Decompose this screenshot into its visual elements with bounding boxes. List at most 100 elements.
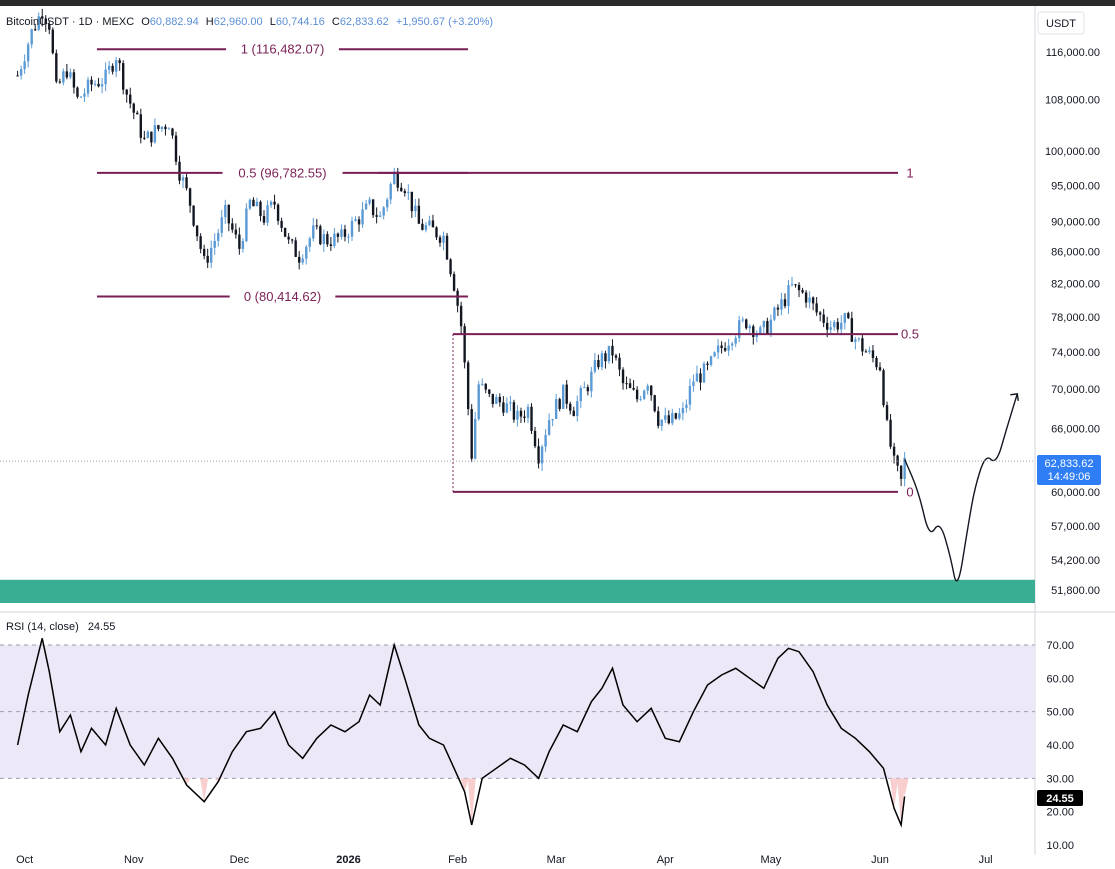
candle-body — [298, 256, 301, 263]
candle-body — [625, 383, 628, 385]
candle-body — [685, 404, 688, 408]
candle-body — [213, 240, 216, 248]
candle-body — [111, 65, 114, 72]
candle-body — [748, 326, 751, 329]
price-tick-label: 66,000.00 — [1051, 423, 1100, 435]
candle-body — [857, 338, 861, 340]
projection-path — [903, 393, 1018, 582]
candle-body — [375, 215, 378, 217]
candle-body — [632, 387, 635, 390]
candle-body — [650, 385, 653, 396]
candle-body — [523, 416, 526, 418]
candle-body — [220, 217, 223, 233]
candle-body — [579, 387, 582, 402]
candle-body — [19, 69, 23, 76]
candle-body — [695, 373, 699, 382]
candle-body — [400, 187, 403, 192]
candle-body — [350, 220, 354, 237]
candle-body — [34, 29, 37, 31]
candle-body — [706, 363, 709, 365]
candle-body — [597, 360, 600, 368]
candle-body — [854, 339, 857, 342]
price-tick-label: 108,000.00 — [1045, 95, 1100, 107]
candle-body — [586, 387, 590, 392]
rsi-legend-value: 24.55 — [88, 621, 116, 633]
candle-body — [65, 71, 69, 78]
candle-body — [294, 240, 297, 257]
fib-label: 0 (80,414.62) — [244, 289, 321, 304]
candle-body — [210, 247, 213, 263]
candle-body — [516, 410, 519, 420]
candle-body — [231, 223, 234, 230]
candle-body — [456, 290, 459, 306]
candle-body — [44, 18, 47, 25]
candle-body — [199, 236, 202, 249]
candle-body — [495, 396, 498, 404]
candle-body — [407, 191, 410, 194]
price-tick-label: 60,000.00 — [1051, 487, 1100, 499]
support-zone — [0, 579, 1035, 604]
candle-body — [822, 314, 825, 323]
candle-body — [889, 419, 892, 447]
candle-body — [449, 259, 452, 275]
candle-body — [283, 227, 287, 237]
candle-body — [583, 387, 586, 389]
price-axis[interactable]: 116,000.00 108,000.00 100,000.00 95,000.00 9… — [1045, 47, 1100, 597]
candle-body — [252, 199, 255, 207]
currency-box[interactable] — [1037, 11, 1085, 35]
candle-body — [69, 72, 72, 78]
candle-body — [396, 171, 399, 188]
candle-body — [403, 191, 406, 194]
candle-body — [37, 16, 40, 30]
rsi-label: RSI (14, close) — [6, 621, 79, 633]
candle-body — [83, 93, 86, 97]
candle-body — [386, 199, 389, 208]
candle-body — [547, 420, 551, 435]
symbol-legend[interactable]: BitcoinUSDT · 1D · MEXC O60,882.94 H62,9… — [6, 16, 493, 28]
candle-body — [660, 419, 663, 426]
time-axis[interactable]: Oct Nov Dec 2026 Feb Mar Apr May Jun Jul — [16, 854, 993, 866]
candle-body — [62, 71, 65, 83]
candle-body — [93, 83, 97, 85]
candle-body — [238, 234, 241, 249]
candle-body — [259, 201, 262, 217]
candle-body — [30, 29, 33, 45]
candle-body — [509, 402, 512, 404]
candle-body — [308, 238, 311, 247]
candle-body — [628, 383, 632, 388]
candle-body — [850, 318, 854, 342]
candle-body — [565, 384, 568, 404]
candle-body — [533, 430, 537, 447]
candle-body — [143, 137, 146, 139]
candle-body — [452, 274, 456, 291]
candle-body — [262, 216, 266, 223]
candle-body — [181, 177, 185, 181]
candle-body — [195, 225, 199, 237]
rsi-axis[interactable]: 70.00 60.00 50.00 40.00 30.00 20.00 10.00 — [1046, 640, 1074, 852]
candle-body — [759, 327, 762, 334]
symbol-name: BitcoinUSDT · 1D · MEXC — [6, 16, 134, 28]
candle-body — [864, 351, 868, 353]
candle-body — [368, 199, 371, 204]
candle-body — [502, 402, 505, 413]
svg-text:RSI (14, close) 24.55: RSI (14, close) 24.55 — [6, 621, 115, 633]
candle-body — [811, 297, 815, 304]
candle-body — [319, 226, 322, 245]
candle-body — [903, 457, 906, 479]
candle-body — [23, 61, 26, 70]
candle-body — [783, 299, 787, 307]
candle-body — [611, 345, 614, 356]
candle-body — [438, 237, 442, 243]
candle-body — [364, 203, 368, 210]
currency-label: USDT — [1046, 18, 1076, 30]
candle-body — [572, 410, 575, 417]
price-tick-label: 74,000.00 — [1051, 347, 1100, 359]
candle-body — [481, 383, 484, 385]
candle-body — [217, 232, 220, 241]
candle-body — [167, 128, 171, 130]
rsi-legend[interactable]: RSI (14, close) 24.55 — [6, 621, 115, 633]
candle-body — [593, 360, 597, 372]
candle-body — [878, 367, 882, 371]
candle-body — [48, 24, 51, 30]
candle-body — [780, 299, 783, 310]
